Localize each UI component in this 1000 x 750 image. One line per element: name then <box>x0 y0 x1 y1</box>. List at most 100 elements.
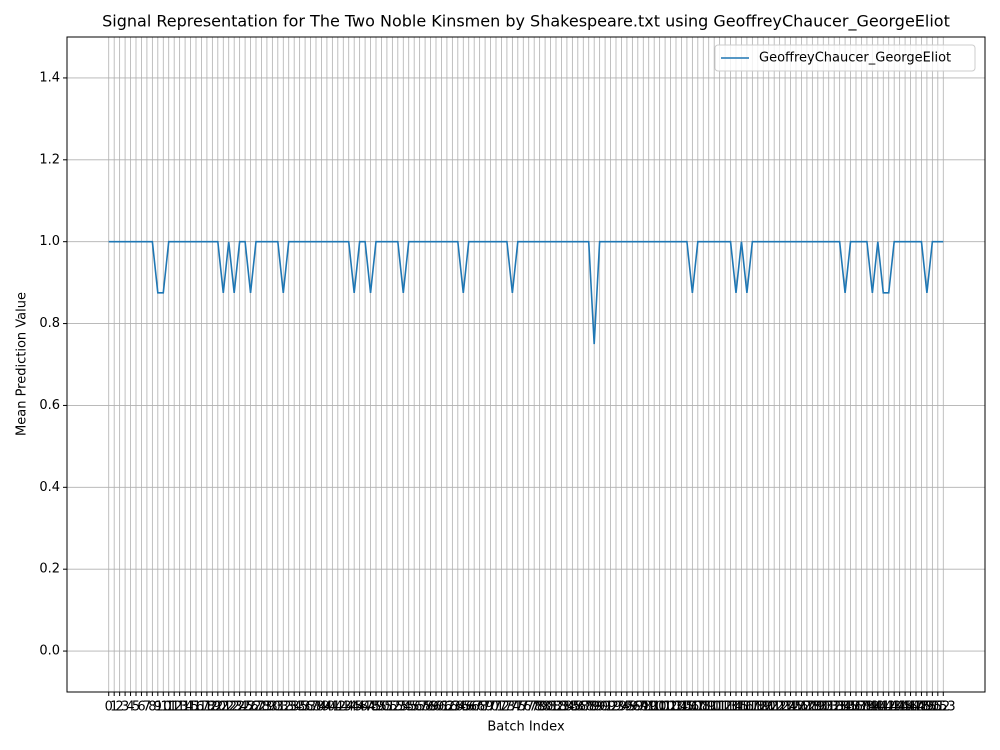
x-tick-label: 81 <box>542 700 559 715</box>
x-tick-label: 99 <box>640 700 657 715</box>
x-tick-label: 43 <box>335 700 352 715</box>
x-tick-label: 71 <box>488 700 505 715</box>
x-tick-label: 107 <box>680 700 705 715</box>
x-tick-label: 12 <box>166 700 183 715</box>
x-tick-label: 82 <box>548 700 565 715</box>
y-tick-label: 1.4 <box>39 70 60 85</box>
x-tick-label: 110 <box>696 700 721 715</box>
x-tick-label: 117 <box>734 700 759 715</box>
x-tick-label: 11 <box>160 700 177 715</box>
x-tick-label: 144 <box>882 700 907 715</box>
x-tick-label: 55 <box>400 700 417 715</box>
x-tick-label: 0 <box>105 700 113 715</box>
x-tick-label: 151 <box>920 700 945 715</box>
x-tick-label: 50 <box>373 700 390 715</box>
x-tick-label: 46 <box>351 700 368 715</box>
x-tick-label: 44 <box>340 700 357 715</box>
x-tick-label: 116 <box>729 700 754 715</box>
x-tick-label: 91 <box>597 700 614 715</box>
y-tick-label: 0.6 <box>39 398 60 413</box>
x-tick-label: 128 <box>794 700 819 715</box>
x-tick-label: 142 <box>871 700 896 715</box>
x-tick-label: 39 <box>313 700 330 715</box>
x-tick-label: 34 <box>286 700 303 715</box>
x-tick-label: 4 <box>126 700 134 715</box>
x-tick-label: 120 <box>751 700 776 715</box>
x-tick-label: 135 <box>833 700 858 715</box>
x-tick-label: 102 <box>653 700 678 715</box>
x-tick-label: 72 <box>493 700 510 715</box>
x-tick-label: 122 <box>762 700 787 715</box>
y-tick-label: 0.8 <box>39 316 60 331</box>
y-tick-label: 0.0 <box>39 644 60 659</box>
x-tick-label: 16 <box>188 700 205 715</box>
x-tick-label: 140 <box>860 700 885 715</box>
x-axis-label: Batch Index <box>487 720 565 735</box>
x-tick-label: 14 <box>177 700 194 715</box>
legend-label: GeoffreyChaucer_GeorgeEliot <box>759 51 951 66</box>
x-tick-label: 27 <box>248 700 265 715</box>
x-tick-label: 121 <box>756 700 781 715</box>
x-tick-label: 60 <box>428 700 445 715</box>
series-line <box>108 240 944 345</box>
x-tick-label: 126 <box>784 700 809 715</box>
axes-frame <box>66 36 986 693</box>
x-tick-label: 47 <box>357 700 374 715</box>
x-tick-label: 63 <box>444 700 461 715</box>
x-tick-label: 134 <box>827 700 852 715</box>
x-tick-label: 145 <box>887 700 912 715</box>
x-tick-label: 101 <box>647 700 672 715</box>
x-tick-label: 42 <box>330 700 347 715</box>
x-tick-label: 21 <box>215 700 232 715</box>
x-tick-label: 7 <box>143 700 151 715</box>
x-tick-label: 131 <box>811 700 836 715</box>
x-tick-label: 41 <box>324 700 341 715</box>
x-tick-label: 53 <box>390 700 407 715</box>
x-tick-label: 146 <box>893 700 918 715</box>
x-tick-label: 51 <box>379 700 396 715</box>
x-tick-label: 83 <box>553 700 570 715</box>
x-tick-label: 9 <box>154 700 162 715</box>
x-tick-label: 152 <box>925 700 950 715</box>
x-tick-label: 17 <box>193 700 210 715</box>
x-tick-label: 104 <box>664 700 689 715</box>
x-tick-label: 124 <box>773 700 798 715</box>
x-tick-label: 65 <box>455 700 472 715</box>
x-tick-label: 52 <box>384 700 401 715</box>
x-tick-label: 130 <box>805 700 830 715</box>
x-tick-label: 114 <box>718 700 743 715</box>
x-tick-label: 26 <box>242 700 259 715</box>
x-tick-label: 58 <box>417 700 434 715</box>
x-tick-label: 40 <box>319 700 336 715</box>
x-tick-label: 150 <box>914 700 939 715</box>
x-tick-label: 118 <box>740 700 765 715</box>
x-tick-label: 147 <box>898 700 923 715</box>
x-tick-label: 86 <box>570 700 587 715</box>
x-tick-label: 112 <box>707 700 732 715</box>
x-tick-label: 141 <box>865 700 890 715</box>
x-tick-label: 45 <box>346 700 363 715</box>
y-axis-label: Mean Prediction Value <box>15 292 30 436</box>
x-tick-label: 123 <box>767 700 792 715</box>
y-tick-label: 0.4 <box>39 480 60 495</box>
x-tick-label: 2 <box>115 700 123 715</box>
x-tick-label: 88 <box>580 700 597 715</box>
x-tick-label: 64 <box>450 700 467 715</box>
x-tick-label: 30 <box>264 700 281 715</box>
x-tick-label: 149 <box>909 700 934 715</box>
x-tick-label: 48 <box>362 700 379 715</box>
x-tick-label: 25 <box>237 700 254 715</box>
x-tick-label: 68 <box>471 700 488 715</box>
y-tick-label: 1.0 <box>39 234 60 249</box>
x-tick-label: 80 <box>537 700 554 715</box>
x-tick-label: 106 <box>674 700 699 715</box>
x-tick-label: 100 <box>642 700 667 715</box>
x-tick-label: 139 <box>854 700 879 715</box>
x-tick-label: 133 <box>822 700 847 715</box>
x-tick-label: 37 <box>302 700 319 715</box>
x-tick-label: 8 <box>148 700 156 715</box>
x-tick-label: 32 <box>275 700 292 715</box>
x-tick-label: 90 <box>591 700 608 715</box>
x-tick-label: 20 <box>210 700 227 715</box>
